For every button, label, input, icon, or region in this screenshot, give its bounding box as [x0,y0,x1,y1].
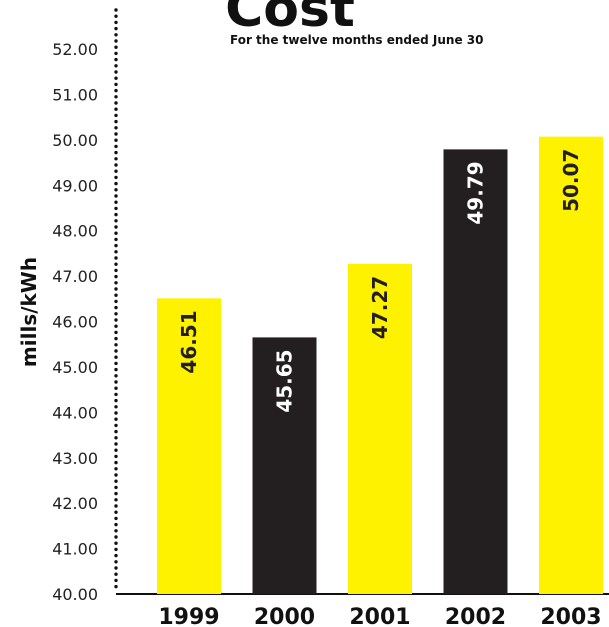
y-axis-label: mills/kWh [17,257,41,367]
x-tick-label-2001: 2001 [349,605,410,627]
x-tick-label-2002: 2002 [445,605,506,627]
y-tick-label: 42.00 [52,494,98,513]
y-tick-label: 40.00 [52,585,98,604]
y-tick-label: 44.00 [52,403,98,422]
x-tick-label-2003: 2003 [540,605,601,627]
chart-title: Cost [225,0,355,39]
bar-2002 [443,149,508,594]
bar-2000 [252,337,317,594]
data-label-2000: 45.65 [273,349,297,412]
bar-2001 [348,263,412,594]
data-label-2001: 47.27 [368,276,392,339]
bar-2003 [539,136,603,594]
data-label-1999: 46.51 [177,310,201,373]
y-tick-label: 47.00 [52,267,98,286]
y-axis: 40.00 41.00 42.00 43.00 44.00 45.00 46.00 47.00… [52,8,609,604]
bars-group: 46.51 45.65 47.27 49.79 50.07 [157,136,603,594]
data-label-2002: 49.79 [464,161,488,224]
y-tick-label: 50.00 [52,131,98,150]
chart-subtitle: For the twelve months ended June 30 [230,33,484,47]
y-tick-label: 43.00 [52,449,98,468]
y-tick-label: 48.00 [52,222,98,241]
x-axis-ticks: 1999 2000 2001 2002 2003 [158,605,601,627]
x-tick-label-1999: 1999 [158,605,219,627]
bar-1999 [157,298,221,594]
y-tick-label: 45.00 [52,358,98,377]
y-tick-label: 46.00 [52,313,98,332]
y-tick-label: 49.00 [52,176,98,195]
x-tick-label-2000: 2000 [254,605,315,627]
data-label-2003: 50.07 [559,149,583,212]
y-tick-label: 52.00 [52,40,98,59]
y-tick-label: 41.00 [52,540,98,559]
y-tick-label: 51.00 [52,85,98,104]
